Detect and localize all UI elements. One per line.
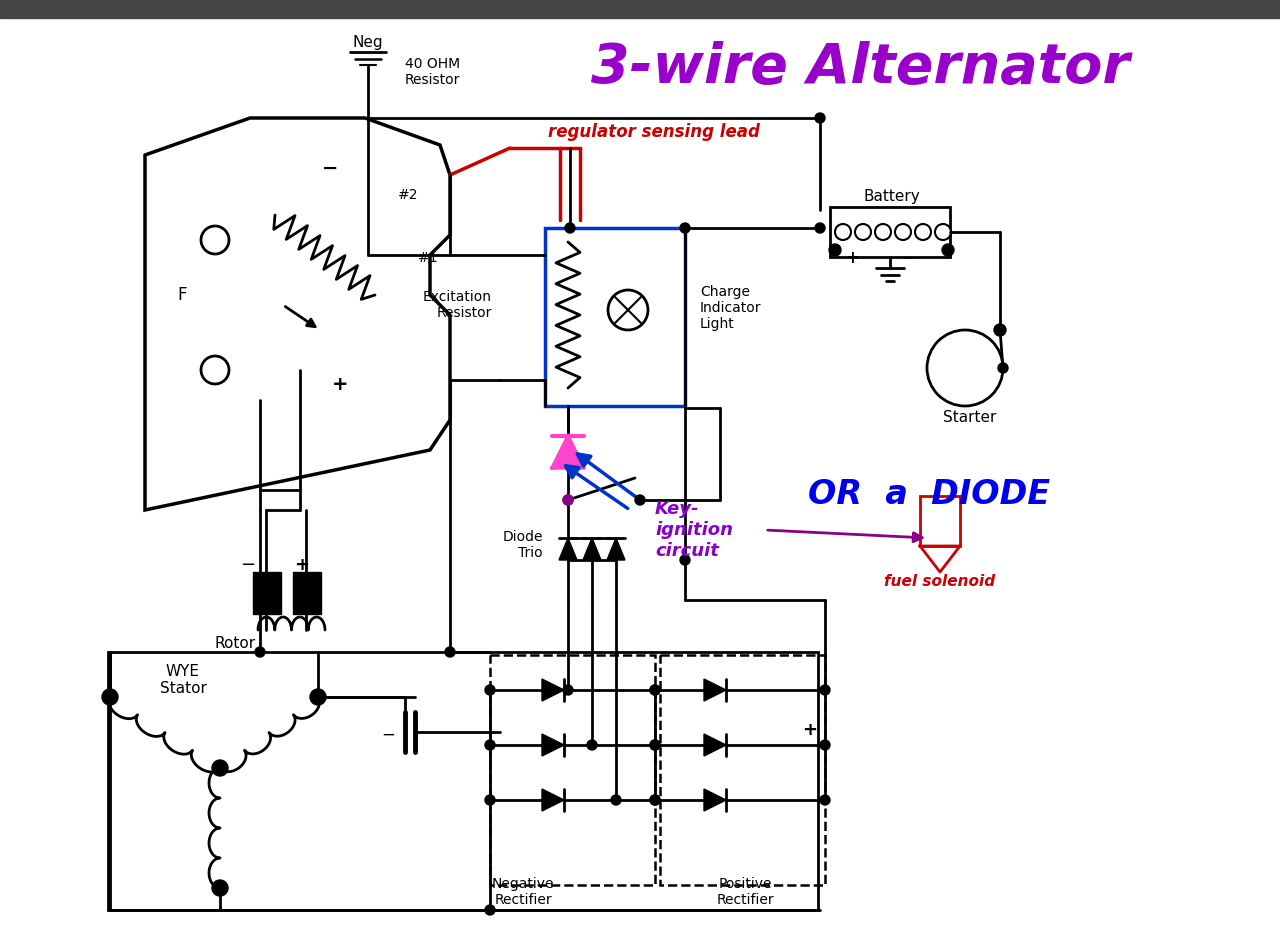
Circle shape: [564, 223, 575, 233]
Bar: [920, 496, 960, 546]
Circle shape: [995, 324, 1006, 336]
Circle shape: [201, 356, 229, 384]
Text: +: +: [332, 376, 348, 394]
Circle shape: [445, 647, 454, 657]
Text: OR  a  DIODE: OR a DIODE: [808, 478, 1050, 512]
Circle shape: [815, 223, 826, 233]
Circle shape: [310, 689, 326, 705]
Polygon shape: [704, 679, 726, 701]
Bar: [829, 207, 950, 257]
Circle shape: [588, 740, 596, 750]
Circle shape: [650, 740, 660, 750]
Polygon shape: [552, 436, 584, 468]
Text: −: −: [901, 249, 915, 267]
Text: +: +: [845, 249, 859, 267]
Polygon shape: [582, 538, 602, 560]
Circle shape: [680, 223, 690, 233]
Text: Excitation
Resistor: Excitation Resistor: [422, 290, 492, 320]
Circle shape: [650, 740, 660, 750]
Circle shape: [650, 685, 660, 695]
Bar: [545, 228, 685, 406]
Polygon shape: [559, 538, 577, 560]
PathPatch shape: [145, 118, 451, 510]
Polygon shape: [541, 734, 564, 756]
Bar: [490, 655, 655, 885]
Text: Rotor: Rotor: [215, 635, 256, 650]
Text: #1: #1: [419, 251, 439, 265]
Circle shape: [212, 880, 228, 896]
Circle shape: [927, 330, 1004, 406]
Circle shape: [650, 685, 660, 695]
Circle shape: [820, 795, 829, 805]
Text: Battery: Battery: [864, 190, 920, 204]
Text: Positive
Rectifier: Positive Rectifier: [717, 877, 774, 907]
Circle shape: [611, 795, 621, 805]
Circle shape: [650, 795, 660, 805]
Text: WYE
Stator: WYE Stator: [160, 664, 206, 697]
Circle shape: [201, 226, 229, 254]
Text: Charge
Indicator
Light: Charge Indicator Light: [700, 285, 762, 331]
Circle shape: [635, 495, 645, 505]
Polygon shape: [704, 734, 726, 756]
Circle shape: [650, 795, 660, 805]
Circle shape: [934, 224, 951, 240]
Circle shape: [829, 244, 841, 256]
Text: Negative
Rectifier: Negative Rectifier: [492, 877, 554, 907]
Circle shape: [835, 224, 851, 240]
Circle shape: [485, 740, 495, 750]
Bar: [293, 572, 321, 614]
Circle shape: [563, 495, 573, 505]
Circle shape: [895, 224, 911, 240]
Bar: [0, 0, 1280, 18]
Circle shape: [563, 495, 573, 505]
Bar: [108, 652, 818, 910]
Text: Neg: Neg: [353, 34, 383, 50]
Circle shape: [855, 224, 870, 240]
Circle shape: [998, 363, 1009, 373]
Circle shape: [102, 689, 118, 705]
Text: #2: #2: [398, 188, 419, 202]
Bar: [253, 572, 282, 614]
Text: −: −: [321, 158, 338, 178]
Text: −: −: [241, 556, 256, 574]
Text: −: −: [381, 726, 396, 744]
Circle shape: [820, 740, 829, 750]
Polygon shape: [607, 538, 625, 560]
Text: Key-
ignition
circuit: Key- ignition circuit: [655, 500, 733, 560]
Circle shape: [820, 685, 829, 695]
Polygon shape: [704, 789, 726, 811]
Text: 3-wire Alternator: 3-wire Alternator: [590, 41, 1129, 95]
Bar: [660, 655, 826, 885]
Text: +: +: [803, 721, 818, 739]
Circle shape: [563, 685, 573, 695]
Circle shape: [942, 244, 954, 256]
Text: Diode
Trio: Diode Trio: [503, 530, 543, 561]
Text: fuel solenoid: fuel solenoid: [884, 574, 996, 589]
Circle shape: [485, 905, 495, 915]
Polygon shape: [541, 679, 564, 701]
Text: F: F: [177, 286, 187, 304]
Circle shape: [915, 224, 931, 240]
Circle shape: [680, 555, 690, 565]
Circle shape: [815, 113, 826, 123]
Circle shape: [876, 224, 891, 240]
Circle shape: [485, 685, 495, 695]
Polygon shape: [541, 789, 564, 811]
Text: +: +: [294, 556, 310, 574]
Circle shape: [608, 290, 648, 330]
Text: 40 OHM
Resistor: 40 OHM Resistor: [404, 57, 461, 87]
Text: regulator sensing lead: regulator sensing lead: [548, 123, 760, 141]
Circle shape: [212, 760, 228, 776]
Circle shape: [485, 795, 495, 805]
Text: Starter: Starter: [943, 411, 997, 426]
Circle shape: [255, 647, 265, 657]
